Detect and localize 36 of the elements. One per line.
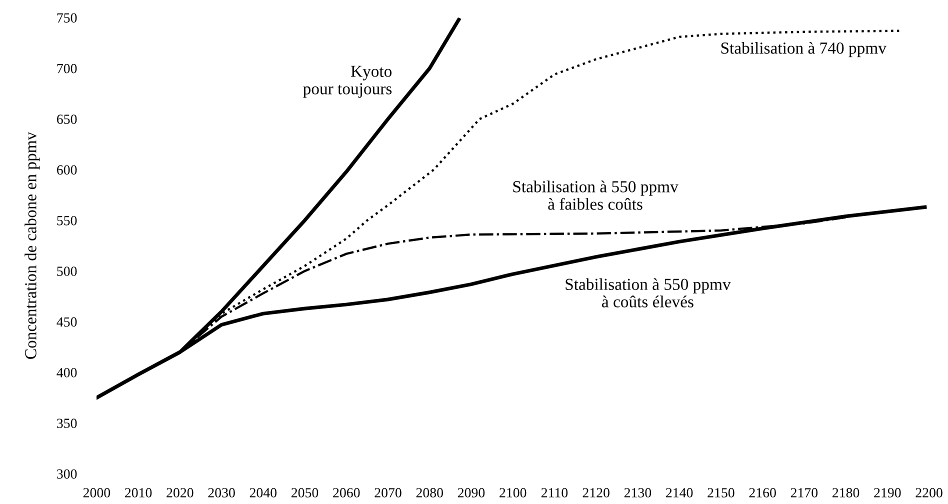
- x-tick-label: 2150: [708, 488, 734, 498]
- series-label: Kyoto pour toujours: [303, 66, 392, 98]
- x-tick-label: 2120: [582, 488, 610, 498]
- y-tick-label: 400: [56, 368, 77, 378]
- x-tick-label: 2050: [292, 488, 318, 498]
- series-label: Stabilisation à 740 ppmv: [721, 42, 886, 58]
- y-tick-label: 650: [57, 114, 77, 124]
- x-tick-label: 2080: [416, 488, 443, 498]
- x-tick-label: 2010: [125, 488, 152, 498]
- y-tick-label: 700: [57, 64, 77, 74]
- y-tick-label: 450: [56, 317, 77, 327]
- x-tick-label: 2060: [333, 488, 360, 498]
- x-tick-label: 2140: [666, 488, 693, 498]
- x-tick-label: 2110: [541, 488, 568, 498]
- y-tick-label: 300: [57, 469, 77, 479]
- x-tick-label: 2020: [166, 488, 194, 498]
- x-tick-label: 2100: [500, 488, 526, 498]
- x-tick-label: 2090: [458, 488, 485, 498]
- x-tick-label: 2040: [250, 488, 277, 498]
- x-tick-label: 2030: [208, 488, 235, 498]
- x-tick-label: 2170: [790, 488, 818, 498]
- y-axis-title: Concentration de cabone en ppmv: [24, 132, 40, 359]
- x-tick-label: 2190: [874, 488, 901, 498]
- x-tick-label: 2070: [374, 488, 402, 498]
- x-tick-label: 2180: [832, 488, 860, 498]
- x-tick-label: 2000: [83, 488, 110, 498]
- x-tick-label: 2130: [624, 488, 652, 498]
- y-tick-label: 600: [57, 165, 77, 175]
- y-tick-label: 500: [57, 266, 77, 276]
- x-tick-label: 2200: [916, 488, 942, 498]
- x-tick-label: 2160: [749, 488, 776, 498]
- series-label: Stabilisation à 550 ppmv à faibles coûts: [513, 180, 678, 210]
- y-tick-label: 750: [57, 13, 77, 23]
- series-label: Stabilisation à 550 ppmv à coûts élevés: [566, 278, 731, 308]
- y-tick-label: 350: [57, 418, 77, 428]
- y-tick-label: 550: [57, 216, 77, 226]
